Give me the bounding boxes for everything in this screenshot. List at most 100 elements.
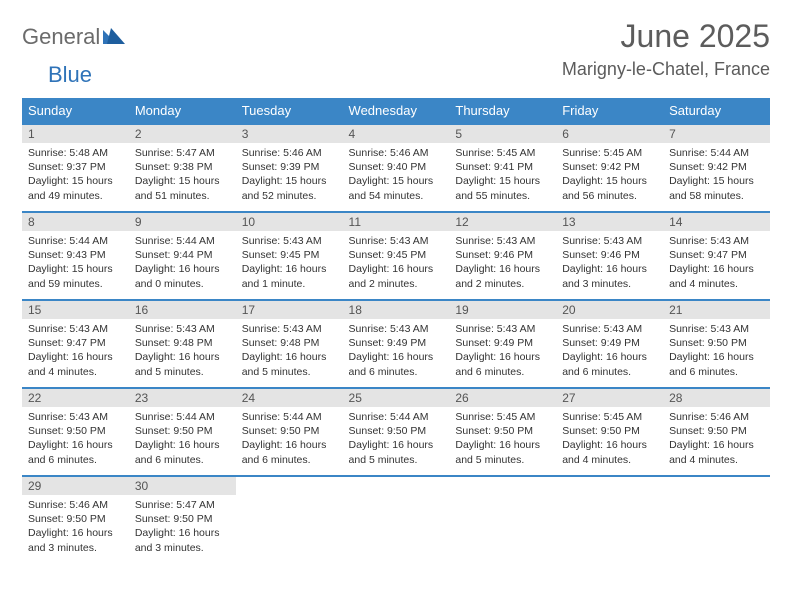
day-details: Sunrise: 5:48 AMSunset: 9:37 PMDaylight:…: [22, 143, 129, 209]
calendar-cell: 5Sunrise: 5:45 AMSunset: 9:41 PMDaylight…: [449, 124, 556, 212]
day-number: 16: [129, 301, 236, 319]
weekday-header: Sunday: [22, 98, 129, 124]
weekday-header: Friday: [556, 98, 663, 124]
day-details: Sunrise: 5:47 AMSunset: 9:50 PMDaylight:…: [129, 495, 236, 561]
calendar-cell: 13Sunrise: 5:43 AMSunset: 9:46 PMDayligh…: [556, 212, 663, 300]
day-number: 30: [129, 477, 236, 495]
day-number: 3: [236, 125, 343, 143]
brand-triangle-icon: [103, 26, 125, 49]
calendar-cell: 16Sunrise: 5:43 AMSunset: 9:48 PMDayligh…: [129, 300, 236, 388]
day-details: Sunrise: 5:44 AMSunset: 9:42 PMDaylight:…: [663, 143, 770, 209]
calendar-cell: 14Sunrise: 5:43 AMSunset: 9:47 PMDayligh…: [663, 212, 770, 300]
day-details: Sunrise: 5:45 AMSunset: 9:42 PMDaylight:…: [556, 143, 663, 209]
day-number: 27: [556, 389, 663, 407]
title-block: June 2025 Marigny-le-Chatel, France: [562, 18, 770, 80]
calendar-cell: 7Sunrise: 5:44 AMSunset: 9:42 PMDaylight…: [663, 124, 770, 212]
day-details: Sunrise: 5:45 AMSunset: 9:41 PMDaylight:…: [449, 143, 556, 209]
day-number: 19: [449, 301, 556, 319]
calendar-cell: 28Sunrise: 5:46 AMSunset: 9:50 PMDayligh…: [663, 388, 770, 476]
weekday-header: Wednesday: [343, 98, 450, 124]
calendar-cell: 1Sunrise: 5:48 AMSunset: 9:37 PMDaylight…: [22, 124, 129, 212]
calendar-cell: 11Sunrise: 5:43 AMSunset: 9:45 PMDayligh…: [343, 212, 450, 300]
weekday-header: Tuesday: [236, 98, 343, 124]
calendar-row: 1Sunrise: 5:48 AMSunset: 9:37 PMDaylight…: [22, 124, 770, 212]
calendar-cell: 22Sunrise: 5:43 AMSunset: 9:50 PMDayligh…: [22, 388, 129, 476]
calendar-cell: 2Sunrise: 5:47 AMSunset: 9:38 PMDaylight…: [129, 124, 236, 212]
day-number: 22: [22, 389, 129, 407]
calendar-table: SundayMondayTuesdayWednesdayThursdayFrid…: [22, 98, 770, 564]
day-details: Sunrise: 5:44 AMSunset: 9:50 PMDaylight:…: [236, 407, 343, 473]
calendar-row: 15Sunrise: 5:43 AMSunset: 9:47 PMDayligh…: [22, 300, 770, 388]
weekday-header: Saturday: [663, 98, 770, 124]
day-number: 28: [663, 389, 770, 407]
day-number: 26: [449, 389, 556, 407]
calendar-cell: 24Sunrise: 5:44 AMSunset: 9:50 PMDayligh…: [236, 388, 343, 476]
calendar-cell: 9Sunrise: 5:44 AMSunset: 9:44 PMDaylight…: [129, 212, 236, 300]
page: General June 2025 Marigny-le-Chatel, Fra…: [0, 0, 792, 582]
calendar-cell: 15Sunrise: 5:43 AMSunset: 9:47 PMDayligh…: [22, 300, 129, 388]
calendar-cell: 25Sunrise: 5:44 AMSunset: 9:50 PMDayligh…: [343, 388, 450, 476]
day-details: Sunrise: 5:44 AMSunset: 9:43 PMDaylight:…: [22, 231, 129, 297]
brand-logo: General: [22, 24, 125, 50]
day-number: 12: [449, 213, 556, 231]
day-number: 20: [556, 301, 663, 319]
day-number: 18: [343, 301, 450, 319]
day-details: Sunrise: 5:43 AMSunset: 9:45 PMDaylight:…: [343, 231, 450, 297]
day-details: Sunrise: 5:46 AMSunset: 9:50 PMDaylight:…: [22, 495, 129, 561]
day-details: Sunrise: 5:43 AMSunset: 9:49 PMDaylight:…: [556, 319, 663, 385]
day-number: 15: [22, 301, 129, 319]
day-number: 25: [343, 389, 450, 407]
day-number: 7: [663, 125, 770, 143]
day-details: Sunrise: 5:43 AMSunset: 9:45 PMDaylight:…: [236, 231, 343, 297]
weekday-header: Monday: [129, 98, 236, 124]
calendar-cell: 4Sunrise: 5:46 AMSunset: 9:40 PMDaylight…: [343, 124, 450, 212]
day-details: Sunrise: 5:43 AMSunset: 9:49 PMDaylight:…: [449, 319, 556, 385]
calendar-cell: 26Sunrise: 5:45 AMSunset: 9:50 PMDayligh…: [449, 388, 556, 476]
day-details: Sunrise: 5:45 AMSunset: 9:50 PMDaylight:…: [449, 407, 556, 473]
day-number: 21: [663, 301, 770, 319]
calendar-cell-empty: [343, 476, 450, 564]
calendar-cell: 17Sunrise: 5:43 AMSunset: 9:48 PMDayligh…: [236, 300, 343, 388]
day-number: 11: [343, 213, 450, 231]
location-label: Marigny-le-Chatel, France: [562, 59, 770, 80]
day-details: Sunrise: 5:44 AMSunset: 9:50 PMDaylight:…: [129, 407, 236, 473]
brand-part1: General: [22, 24, 100, 50]
day-number: 2: [129, 125, 236, 143]
calendar-cell: 27Sunrise: 5:45 AMSunset: 9:50 PMDayligh…: [556, 388, 663, 476]
weekday-header-row: SundayMondayTuesdayWednesdayThursdayFrid…: [22, 98, 770, 124]
calendar-cell-empty: [449, 476, 556, 564]
day-details: Sunrise: 5:43 AMSunset: 9:48 PMDaylight:…: [129, 319, 236, 385]
calendar-cell-empty: [236, 476, 343, 564]
day-number: 29: [22, 477, 129, 495]
day-number: 5: [449, 125, 556, 143]
weekday-header: Thursday: [449, 98, 556, 124]
calendar-cell: 21Sunrise: 5:43 AMSunset: 9:50 PMDayligh…: [663, 300, 770, 388]
day-number: 6: [556, 125, 663, 143]
day-number: 13: [556, 213, 663, 231]
day-number: 10: [236, 213, 343, 231]
day-details: Sunrise: 5:43 AMSunset: 9:49 PMDaylight:…: [343, 319, 450, 385]
day-details: Sunrise: 5:44 AMSunset: 9:44 PMDaylight:…: [129, 231, 236, 297]
day-details: Sunrise: 5:43 AMSunset: 9:50 PMDaylight:…: [663, 319, 770, 385]
calendar-cell: 30Sunrise: 5:47 AMSunset: 9:50 PMDayligh…: [129, 476, 236, 564]
day-number: 8: [22, 213, 129, 231]
day-details: Sunrise: 5:43 AMSunset: 9:50 PMDaylight:…: [22, 407, 129, 473]
day-details: Sunrise: 5:47 AMSunset: 9:38 PMDaylight:…: [129, 143, 236, 209]
day-details: Sunrise: 5:43 AMSunset: 9:47 PMDaylight:…: [663, 231, 770, 297]
day-number: 17: [236, 301, 343, 319]
calendar-cell: 29Sunrise: 5:46 AMSunset: 9:50 PMDayligh…: [22, 476, 129, 564]
calendar-cell: 19Sunrise: 5:43 AMSunset: 9:49 PMDayligh…: [449, 300, 556, 388]
calendar-cell: 8Sunrise: 5:44 AMSunset: 9:43 PMDaylight…: [22, 212, 129, 300]
day-details: Sunrise: 5:46 AMSunset: 9:39 PMDaylight:…: [236, 143, 343, 209]
calendar-cell-empty: [556, 476, 663, 564]
day-number: 14: [663, 213, 770, 231]
calendar-cell: 20Sunrise: 5:43 AMSunset: 9:49 PMDayligh…: [556, 300, 663, 388]
day-number: 1: [22, 125, 129, 143]
calendar-cell: 18Sunrise: 5:43 AMSunset: 9:49 PMDayligh…: [343, 300, 450, 388]
day-number: 9: [129, 213, 236, 231]
calendar-row: 8Sunrise: 5:44 AMSunset: 9:43 PMDaylight…: [22, 212, 770, 300]
day-details: Sunrise: 5:43 AMSunset: 9:48 PMDaylight:…: [236, 319, 343, 385]
calendar-head: SundayMondayTuesdayWednesdayThursdayFrid…: [22, 98, 770, 124]
day-details: Sunrise: 5:43 AMSunset: 9:46 PMDaylight:…: [449, 231, 556, 297]
day-details: Sunrise: 5:46 AMSunset: 9:40 PMDaylight:…: [343, 143, 450, 209]
